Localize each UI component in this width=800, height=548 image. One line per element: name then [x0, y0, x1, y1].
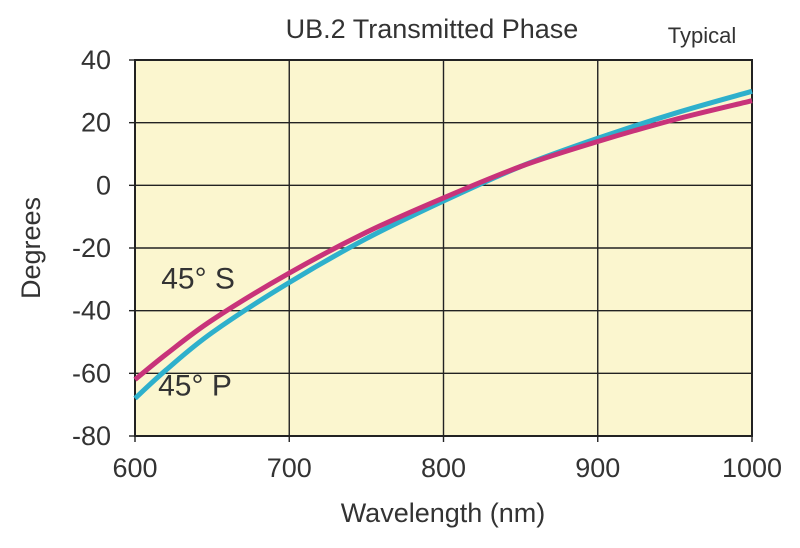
y-tick-label: -20 — [72, 233, 111, 263]
y-tick-label: 0 — [96, 170, 111, 200]
series-layer — [133, 88, 753, 401]
chart-subtitle: Typical — [668, 23, 736, 48]
y-tick-label: -60 — [72, 358, 111, 388]
y-axis-ticks: 40 20 0 -20 -40 -60 -80 — [72, 45, 135, 451]
y-axis-label: Degrees — [16, 197, 46, 299]
y-tick-label: -40 — [72, 296, 111, 326]
x-tick-label: 800 — [421, 453, 466, 483]
chart-title: UB.2 Transmitted Phase — [286, 14, 579, 44]
series-line-s — [133, 98, 753, 382]
series-line-p — [133, 88, 753, 401]
y-tick-label: 20 — [81, 108, 111, 138]
y-tick-label: -80 — [72, 421, 111, 451]
y-tick-label: 40 — [81, 45, 111, 75]
series-labels: 45° P 45° S — [158, 263, 235, 403]
x-axis-label: Wavelength (nm) — [341, 498, 546, 528]
x-tick-label: 600 — [112, 453, 157, 483]
series-label-s: 45° S — [161, 263, 235, 296]
series-label-p: 45° P — [158, 369, 232, 402]
x-tick-label: 1000 — [722, 453, 782, 483]
x-tick-label: 700 — [267, 453, 312, 483]
x-axis-ticks: 600 700 800 900 1000 — [112, 436, 782, 483]
x-tick-label: 900 — [575, 453, 620, 483]
grid-lines — [135, 60, 752, 436]
